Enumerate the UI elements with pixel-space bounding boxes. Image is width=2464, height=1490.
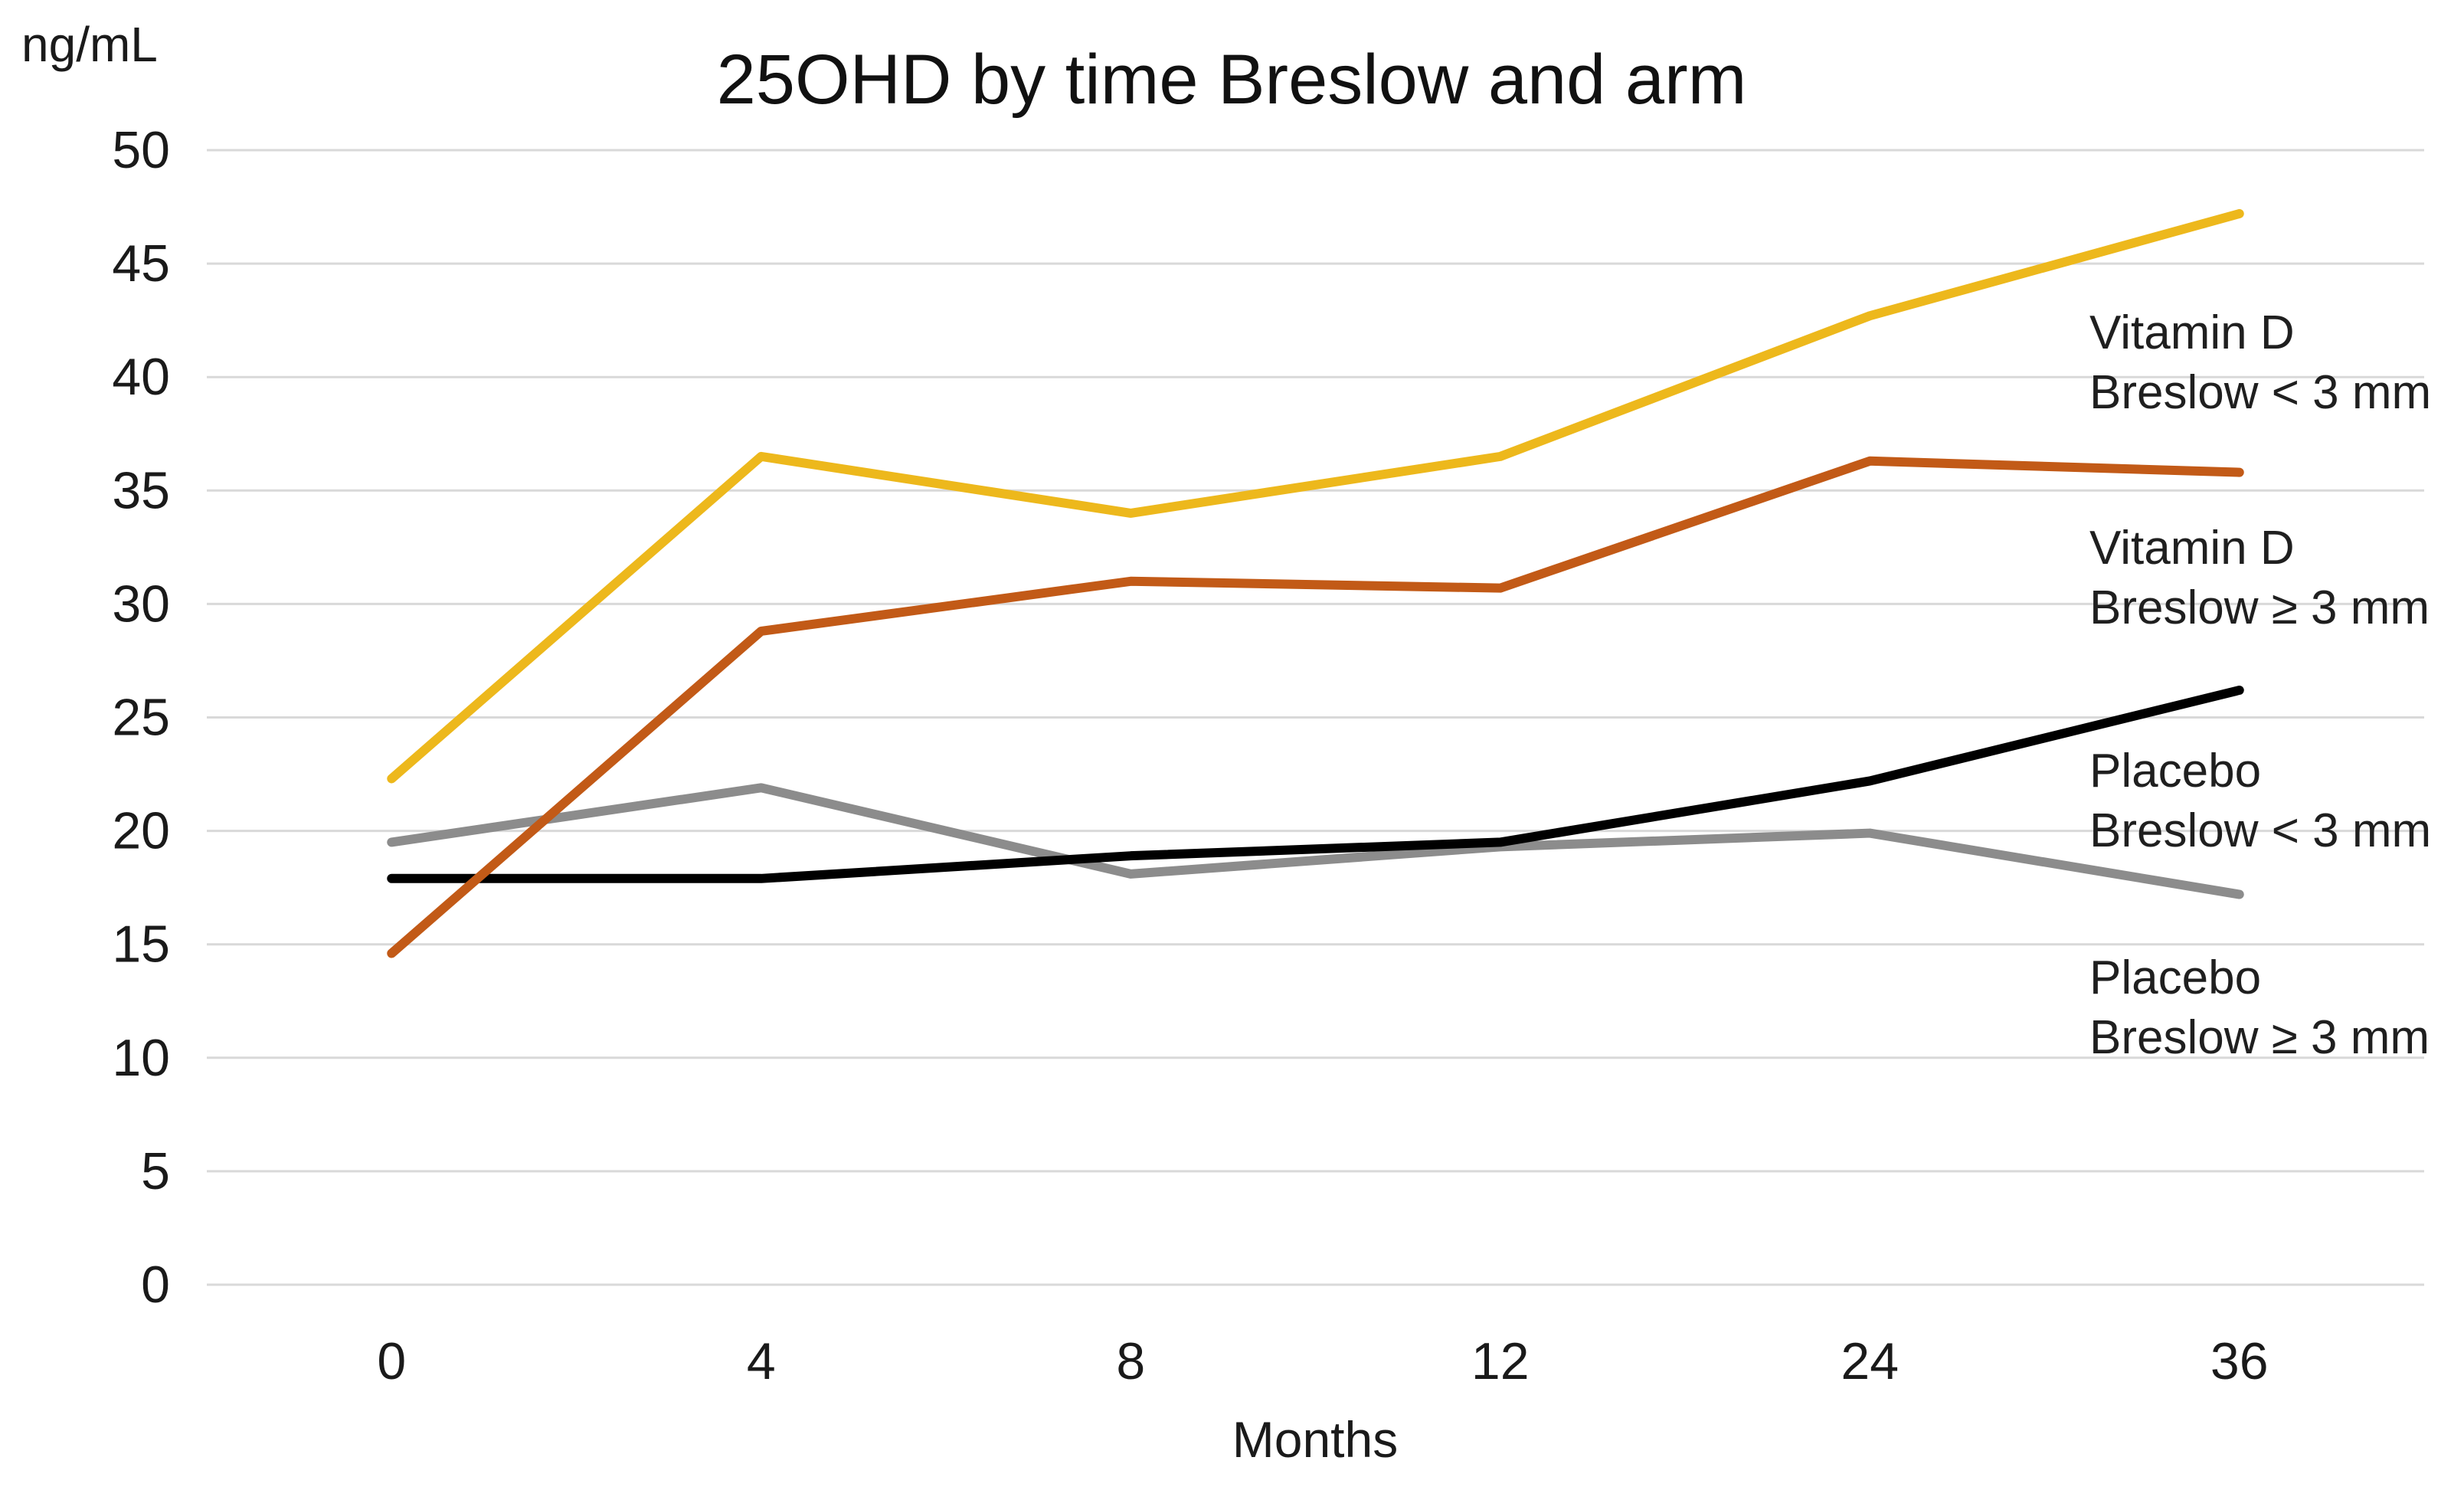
x-tick-label: 36 [2210,1332,2269,1390]
y-tick-label: 0 [141,1256,170,1314]
annotation-line: Breslow ≥ 3 mm [2089,1011,2430,1064]
annotation-line: Breslow < 3 mm [2089,366,2431,419]
annotation-line: Breslow ≥ 3 mm [2089,581,2430,634]
x-tick-label: 24 [1841,1332,1899,1390]
y-tick-label: 10 [112,1029,170,1087]
series-layer [387,208,2244,958]
y-tick-label: 50 [112,121,170,179]
y-axis-unit-label: ng/mL [21,17,158,72]
series-annotation-placebo-breslow-ge-3-mm: Placebo Breslow ≥ 3 mm [2089,951,2430,1064]
series-line-placebo-breslow-ge-3-mm [387,783,2244,899]
y-tick-label: 20 [112,802,170,860]
y-tick-label: 5 [141,1142,170,1200]
annotation-line: Vitamin D [2089,522,2295,575]
series-line-placebo-breslow-lt-3-mm [387,685,2244,883]
chart-title: 25OHD by time Breslow and arm [717,41,1747,119]
y-tick-label: 15 [112,915,170,974]
series-annotation-vitamin-d-breslow-lt-3-mm: Vitamin D Breslow < 3 mm [2089,306,2431,419]
x-tick-label: 12 [1471,1332,1530,1390]
y-tick-label: 30 [112,575,170,633]
series-annotation-placebo-breslow-lt-3-mm: Placebo Breslow < 3 mm [2089,745,2431,857]
series-annotation-vitamin-d-breslow-ge-3-mm: Vitamin D Breslow ≥ 3 mm [2089,522,2430,634]
y-tick-label: 45 [112,234,170,293]
annotation-line: Placebo [2089,951,2261,1004]
series-line-vitamin-d-breslow-lt-3-mm [387,208,2244,784]
annotation-line: Breslow < 3 mm [2089,804,2431,857]
y-tick-label: 25 [112,689,170,747]
x-tick-label: 8 [1116,1332,1145,1390]
x-tick-label: 4 [747,1332,776,1390]
annotation-line: Vitamin D [2089,306,2295,359]
tick-layer: 0 5 10 15 20 25 30 35 40 45 50 0 4 8 12 24 36 [112,121,2268,1390]
series-line-vitamin-d-breslow-ge-3-mm [387,456,2244,958]
x-tick-label: 0 [377,1332,406,1390]
x-axis-title: Months [1232,1411,1398,1468]
y-tick-label: 35 [112,461,170,519]
y-tick-label: 40 [112,348,170,406]
annotation-line: Placebo [2089,745,2261,797]
